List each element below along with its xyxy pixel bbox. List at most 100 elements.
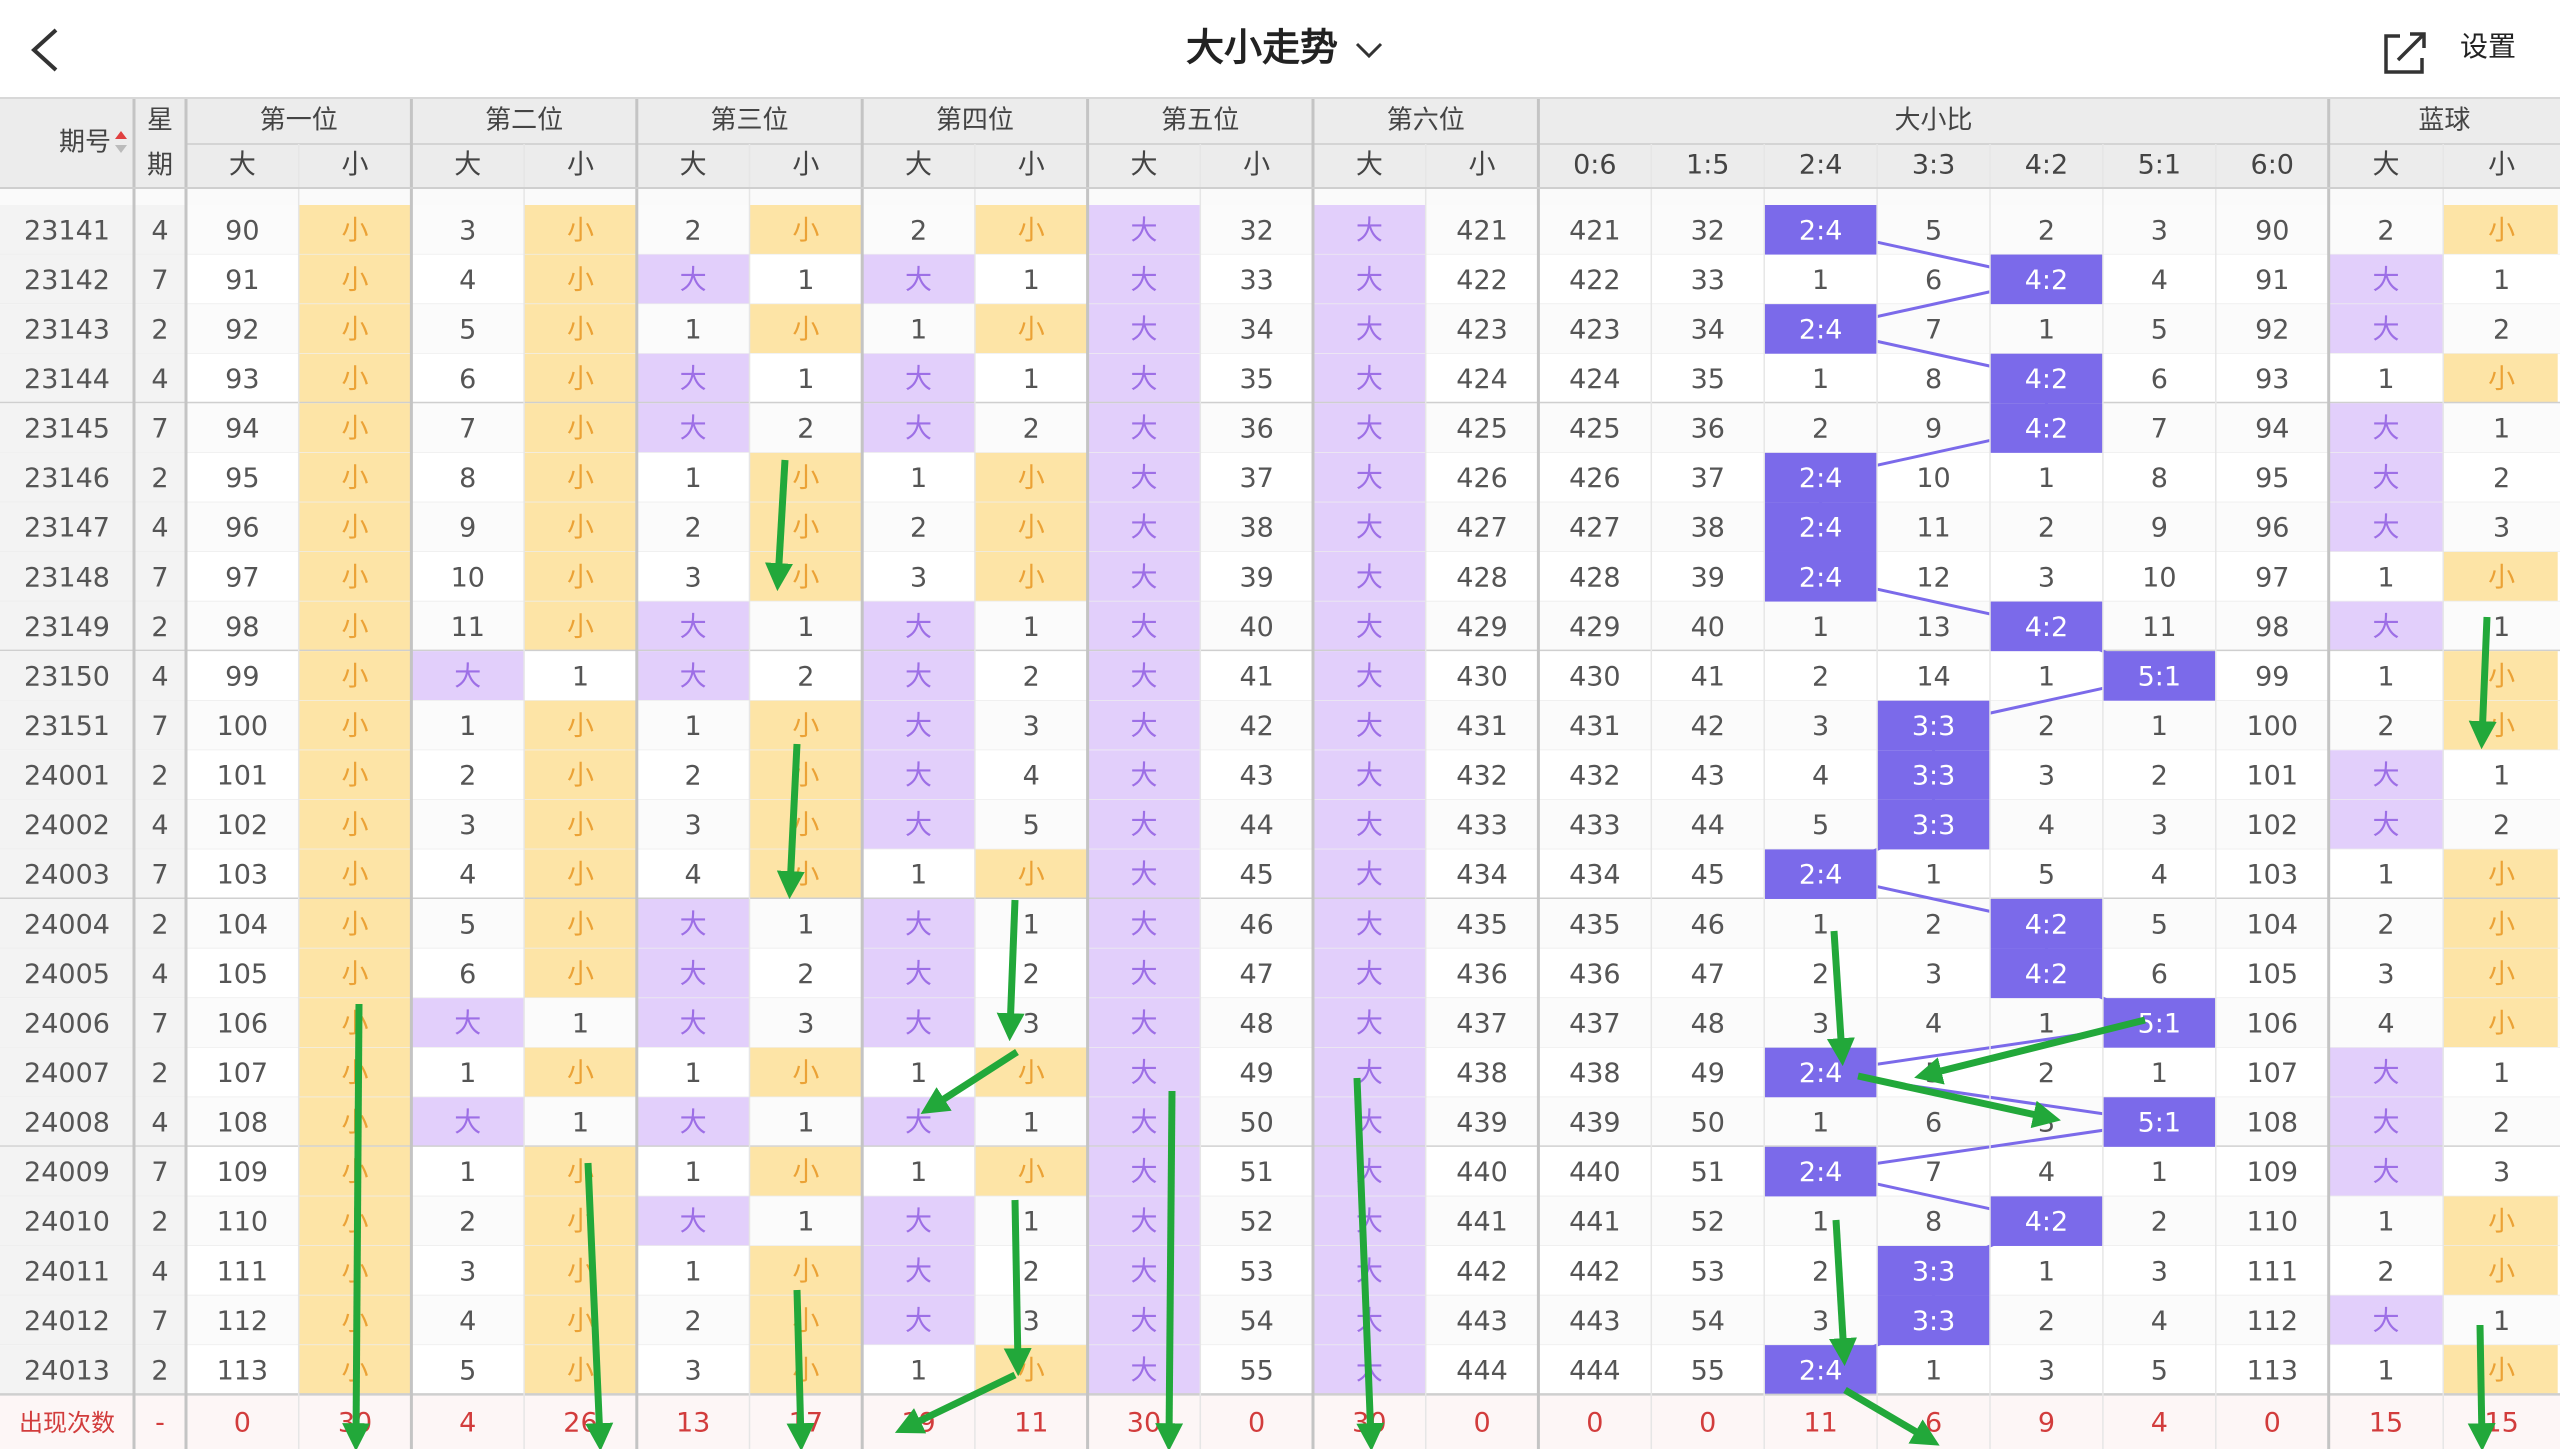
cell-value: 4 [1925, 1008, 1942, 1039]
sub-column-header: 大 [1130, 150, 1157, 181]
back-button[interactable] [31, 28, 58, 72]
ratio-hit-cell [1877, 799, 1990, 850]
small-marker: 小 [2488, 1256, 2515, 1287]
sub-column-header: 大 [2372, 150, 2399, 181]
settings-button[interactable]: 设置 [2460, 30, 2516, 63]
small-marker: 小 [342, 860, 369, 891]
ratio-marker: 2:4 [1799, 562, 1842, 593]
small-marker: 小 [567, 414, 594, 445]
cell-value: 112 [2246, 1306, 2298, 1337]
title-dropdown[interactable] [1355, 42, 1383, 59]
cell-value: 439 [1456, 1108, 1508, 1139]
big-cell [1087, 750, 1201, 800]
column-group-header: 第六位 [1387, 106, 1465, 136]
big-cell [1087, 1047, 1201, 1098]
cell-value: 113 [2246, 1355, 2298, 1386]
ratio-hit-cell [1990, 254, 2103, 305]
cell-value: 2 [1925, 909, 1942, 940]
cell-value: 434 [1569, 860, 1621, 891]
weekday: 7 [151, 1008, 168, 1039]
cell-value: 438 [1569, 1058, 1621, 1089]
row-background [0, 1295, 2560, 1346]
cell-value: 7 [2151, 414, 2168, 445]
ratio-hit-cell [1990, 898, 2103, 949]
sub-column-header: 小 [342, 150, 369, 181]
cell-value: 432 [1569, 761, 1621, 792]
sub-column-header: 小 [2488, 150, 2515, 181]
small-cell [749, 1345, 863, 1395]
cell-value: 39 [1239, 562, 1273, 593]
cell-value: 1 [797, 364, 814, 395]
big-cell [1087, 849, 1201, 899]
cell-value: 1 [459, 711, 476, 742]
big-cell [1313, 948, 1426, 999]
period-cell-bg [0, 601, 186, 652]
cell-value: 3 [459, 810, 476, 841]
cell-value: 3 [1812, 1306, 1829, 1337]
period-cell-bg [0, 1295, 186, 1346]
big-marker: 大 [905, 1108, 932, 1139]
small-marker: 小 [567, 215, 594, 246]
cell-value: 2 [1023, 1256, 1040, 1287]
big-cell [2328, 1047, 2444, 1098]
small-marker: 小 [2488, 909, 2515, 940]
cell-value: 1 [797, 1108, 814, 1139]
row-background [0, 1146, 2560, 1197]
period-number: 24003 [24, 860, 110, 891]
ratio-marker: 4:2 [2025, 1207, 2068, 1238]
cell-value: 4 [685, 860, 702, 891]
occurrence-count: 11 [1014, 1407, 1048, 1438]
cell-value: 103 [217, 860, 269, 891]
period-number: 23142 [24, 265, 110, 296]
small-marker: 小 [342, 909, 369, 940]
row-background [0, 948, 2560, 999]
cell-value: 37 [1239, 463, 1273, 494]
big-marker: 大 [1130, 562, 1157, 593]
big-cell [636, 601, 750, 652]
big-marker: 大 [905, 364, 932, 395]
cell-value: 441 [1569, 1207, 1621, 1238]
sub-column-header: 0:6 [1573, 150, 1616, 181]
big-cell [1313, 403, 1426, 453]
big-cell [1087, 799, 1201, 850]
small-cell [298, 353, 412, 404]
cell-value: 54 [1239, 1306, 1273, 1337]
big-cell [1087, 353, 1201, 404]
small-marker: 小 [567, 1355, 594, 1386]
cell-value: 2 [2038, 1058, 2055, 1089]
cell-value: 9 [1925, 414, 1942, 445]
weekday: 7 [151, 562, 168, 593]
occurrence-count: 0 [1473, 1407, 1490, 1438]
big-marker: 大 [1356, 463, 1383, 494]
small-cell [749, 205, 863, 255]
share-icon[interactable] [2384, 32, 2426, 74]
cell-value: 7 [1925, 314, 1942, 345]
cell-value: 2 [1812, 959, 1829, 990]
row-background [0, 254, 2560, 305]
cell-value: 108 [2246, 1108, 2298, 1139]
small-marker: 小 [792, 463, 819, 494]
small-marker: 小 [1018, 1157, 1045, 1188]
ratio-hit-cell [1990, 601, 2103, 652]
small-cell [2443, 1196, 2558, 1246]
cell-value: 6 [2151, 364, 2168, 395]
cell-value: 2 [1812, 414, 1829, 445]
big-marker: 大 [1356, 265, 1383, 296]
big-cell [1313, 254, 1426, 305]
annotation-arrow [1353, 1077, 1385, 1449]
small-cell [524, 403, 637, 453]
cell-value: 107 [2246, 1058, 2298, 1089]
big-marker: 大 [905, 711, 932, 742]
big-cell [411, 1097, 525, 1147]
cell-value: 1 [797, 265, 814, 296]
page-title[interactable]: 大小走势 [1186, 26, 1338, 70]
cell-value: 436 [1569, 959, 1621, 990]
big-cell [1087, 1097, 1201, 1147]
big-marker: 大 [1130, 1207, 1157, 1238]
weekday: 2 [151, 1207, 168, 1238]
small-cell [524, 502, 637, 552]
cell-value: 40 [1239, 612, 1273, 643]
big-cell [1313, 1245, 1426, 1296]
cell-value: 433 [1569, 810, 1621, 841]
cell-value: 1 [1812, 265, 1829, 296]
